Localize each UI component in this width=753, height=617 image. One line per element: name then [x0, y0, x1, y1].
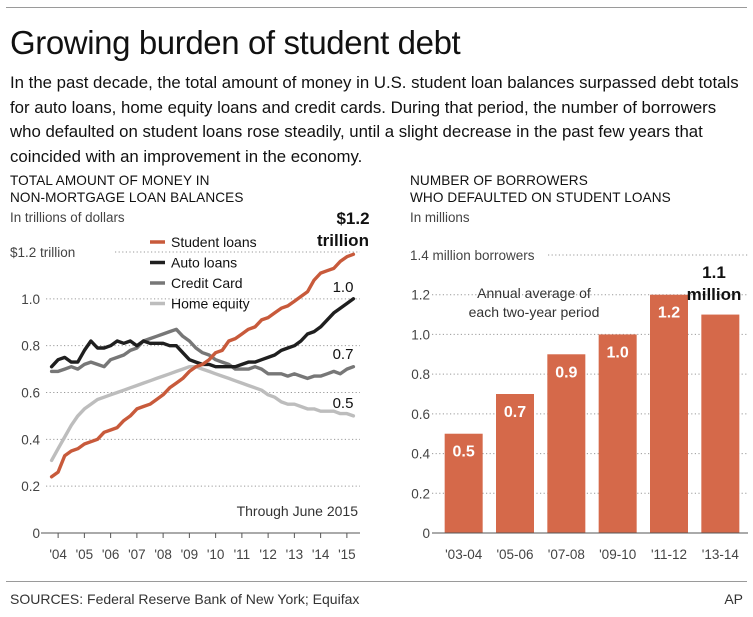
y-tick-label: 0.4 [21, 432, 40, 447]
left-panel-title: TOTAL AMOUNT OF MONEY IN NON-MORTGAGE LO… [10, 172, 244, 206]
line-chart-x-axis [41, 532, 360, 538]
bar-value-label: 0.5 [453, 444, 475, 461]
y-tick-label: 1.4 million borrowers [410, 248, 535, 263]
series-line-home-equity [49, 365, 356, 463]
annual-note-line-1: Annual average of [477, 285, 591, 301]
defaulted-borrowers-bar-chart: 0 0.2 0.4 0.6 0.8 1.0 1.2 1.4 million borrowers… [410, 248, 748, 562]
left-title-line-2: NON-MORTGAGE LOAN BALANCES [10, 190, 244, 205]
bar-chart-bars [444, 294, 740, 533]
bar [444, 433, 483, 533]
line-chart-legend: Student loans Auto loans Credit Card Home e… [150, 234, 257, 312]
headline: Growing burden of student debt [10, 24, 461, 61]
line-chart-x-tick-labels: '04 '05 '06 '07 '08 '09 '10 '11 '12 '13 '14 '15 [49, 547, 355, 562]
bar [496, 394, 534, 533]
bar-chart-x-tick-labels: '03-04 '05-06 '07-08 '09-10 '11-12 '13-14 [445, 547, 739, 562]
x-tick-label: '07-08 [548, 547, 585, 562]
bar-value-label: 0.7 [504, 404, 526, 421]
right-panel-subtitle: In millions [410, 210, 470, 225]
x-tick-label: '09 [181, 547, 199, 562]
y-tick-label: 1.0 [411, 327, 430, 342]
x-tick-label: '03-04 [445, 547, 483, 562]
bar-chart-gridlines [432, 254, 748, 494]
x-tick-label: '10 [207, 547, 225, 562]
x-tick-label: '12 [259, 547, 277, 562]
y-tick-label: 1.2 [411, 288, 430, 303]
x-tick-label: '14 [312, 547, 330, 562]
y-tick-label: 0 [32, 526, 40, 541]
auto-callout: 1.0 [333, 279, 354, 296]
bar [547, 354, 586, 533]
x-tick-label: '13 [286, 547, 304, 562]
y-tick-label: 1.0 [21, 292, 40, 307]
x-tick-label: '11 [234, 547, 251, 562]
x-tick-label: '11-12 [651, 547, 687, 562]
x-tick-label: '09-10 [599, 547, 636, 562]
line-chart-gridlines [46, 251, 360, 487]
credit-callout: 0.7 [333, 346, 354, 363]
student-callout-unit: trillion [317, 231, 369, 250]
left-panel-subtitle: In trillions of dollars [10, 210, 125, 225]
ap-credit: AP [724, 591, 743, 607]
legend-label: Credit Card [171, 275, 243, 291]
x-tick-label: '07 [128, 547, 146, 562]
bar [650, 294, 688, 533]
right-panel-title: NUMBER OF BORROWERS WHO DEFAULTED ON STU… [410, 172, 671, 206]
line-chart-y-tick-labels: 0 0.2 0.4 0.6 0.8 1.0 $1.2 trillion [10, 245, 75, 541]
x-tick-label: '15 [338, 547, 356, 562]
bar-value-label: 1.0 [607, 344, 629, 361]
series-line-student-loans [49, 252, 356, 479]
bar-chart-y-tick-labels: 0 0.2 0.4 0.6 0.8 1.0 1.2 1.4 million borrowers [410, 248, 535, 541]
through-note: Through June 2015 [237, 503, 359, 519]
bar-chart-data-labels: 0.5 0.7 0.9 1.0 1.2 [453, 305, 681, 461]
annual-note-line-2: each two-year period [469, 304, 600, 320]
bar [598, 334, 637, 533]
x-tick-label: '06 [102, 547, 120, 562]
sources-note: SOURCES: Federal Reserve Bank of New Yor… [10, 591, 360, 607]
y-tick-label: 0.6 [21, 386, 40, 401]
legend-label: Auto loans [171, 255, 237, 271]
bar-value-label: 0.9 [555, 364, 577, 381]
last-bar-callout-unit: million [687, 285, 742, 304]
y-tick-label: 0 [422, 526, 430, 541]
bottom-rule [6, 581, 747, 582]
bar [701, 314, 740, 533]
x-tick-label: '04 [49, 547, 67, 562]
last-bar-callout-value: 1.1 [702, 263, 726, 282]
x-tick-label: '05-06 [496, 547, 533, 562]
y-tick-label: 0.2 [411, 486, 430, 501]
line-chart-series [49, 252, 356, 479]
intro-text: In the past decade, the total amount of … [10, 73, 739, 166]
student-callout-value: $1.2 [336, 209, 369, 228]
top-rule [6, 7, 747, 8]
loan-balances-line-chart: 00.20.40.60.81.0$1.2 trillion '04'05'06 '… [10, 209, 370, 562]
y-tick-label: 0.8 [411, 367, 430, 382]
y-tick-label: 0.2 [21, 479, 40, 494]
y-tick-label: 0.4 [411, 447, 430, 462]
y-tick-label: $1.2 trillion [10, 245, 75, 260]
right-title-line-2: WHO DEFAULTED ON STUDENT LOANS [410, 190, 671, 205]
home-callout: 0.5 [333, 395, 354, 412]
x-tick-label: '08 [154, 547, 172, 562]
legend-label: Home equity [171, 296, 250, 312]
x-tick-label: '13-14 [702, 547, 740, 562]
bar-value-label: 1.2 [658, 305, 680, 322]
legend-label: Student loans [171, 234, 257, 250]
right-title-line-1: NUMBER OF BORROWERS [410, 173, 588, 188]
y-tick-label: 0.8 [21, 339, 40, 354]
left-title-line-1: TOTAL AMOUNT OF MONEY IN [10, 173, 210, 188]
series-line-credit-card [49, 327, 356, 381]
y-tick-label: 0.6 [411, 407, 430, 422]
x-tick-label: '05 [76, 547, 94, 562]
